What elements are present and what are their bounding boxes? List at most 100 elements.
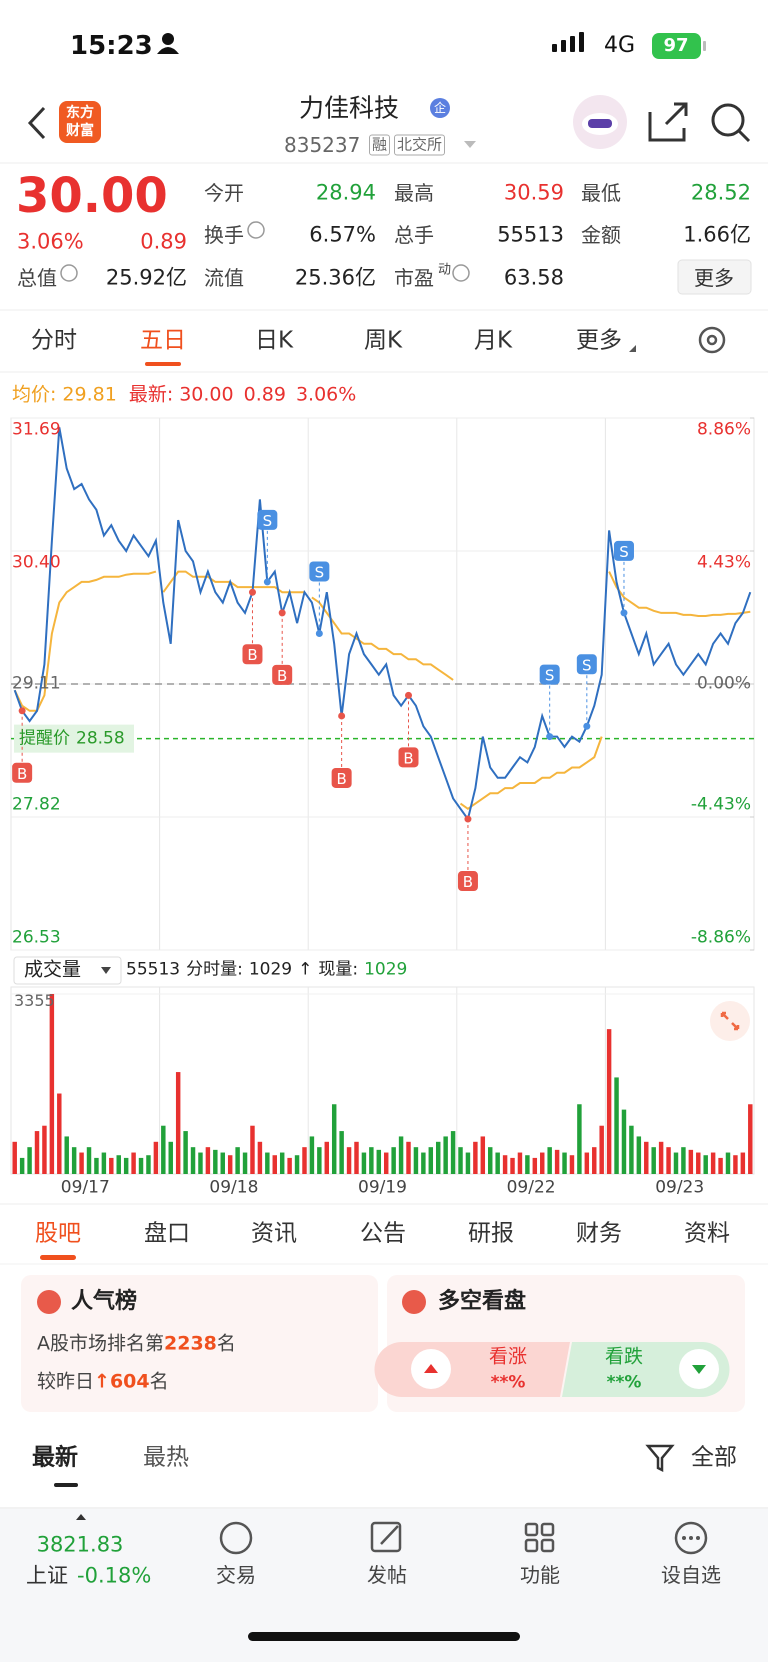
nav-item[interactable]: 功能: [520, 1563, 560, 1587]
section-tab[interactable]: 公告: [360, 1220, 406, 1247]
logo-text: 东方: [66, 105, 94, 121]
section-tab[interactable]: 资料: [684, 1220, 730, 1247]
feed-filter[interactable]: 全部: [691, 1444, 737, 1471]
volume-selector-label[interactable]: 成交量: [24, 958, 82, 981]
field-label: 流值: [204, 266, 244, 290]
volume-bar: [42, 1125, 47, 1174]
field-value: 6.57%: [309, 222, 376, 247]
section-underline: [40, 1255, 76, 1260]
volume-bar: [175, 1072, 181, 1174]
section-tab[interactable]: 财务: [576, 1220, 622, 1247]
field-label: 最低: [581, 181, 621, 205]
volume-bar: [577, 1104, 582, 1174]
trade-label: B: [336, 770, 346, 788]
period-tab[interactable]: 更多: [576, 327, 622, 354]
volume-bar: [673, 1152, 679, 1174]
field-value: 25.92亿: [105, 265, 187, 290]
trade-point: [278, 609, 286, 617]
trade-point: [464, 815, 472, 823]
volume-bar: [428, 1147, 434, 1174]
feed-tab[interactable]: 最新: [32, 1444, 78, 1471]
y2-tick-label: 4.43%: [696, 552, 751, 573]
info-icon[interactable]: [452, 264, 470, 282]
volume-bar: [733, 1155, 738, 1174]
volume-bar: [94, 1157, 99, 1174]
stock-badge: 企: [433, 101, 447, 115]
field-value: 25.36亿: [294, 265, 376, 290]
search-icon[interactable]: [711, 103, 745, 137]
stock-code: 835237: [284, 133, 361, 157]
rank-value: 2238: [164, 1332, 217, 1355]
volume-bar: [287, 1157, 292, 1174]
more-button[interactable]: [677, 259, 752, 295]
nav-item[interactable]: 发帖: [367, 1563, 407, 1587]
bull-label[interactable]: 看涨: [488, 1345, 528, 1368]
expand-icon[interactable]: [710, 1001, 750, 1041]
volume-bar: [161, 1125, 166, 1174]
nav-item[interactable]: 设自选: [661, 1563, 721, 1587]
volume-bar: [317, 1147, 322, 1174]
index-name[interactable]: 上证: [26, 1563, 68, 1588]
volume-bar: [554, 1149, 560, 1174]
delta-arrow: ↑: [94, 1370, 110, 1393]
status-time: 15:23: [70, 31, 153, 61]
volume-bar: [101, 1152, 107, 1174]
filter-icon[interactable]: [645, 1444, 675, 1473]
period-tab[interactable]: 日K: [254, 327, 294, 354]
trade-badge: [398, 747, 419, 768]
volume-bar: [294, 1155, 300, 1174]
y2-tick-label: -4.43%: [690, 794, 751, 815]
volume-bar: [235, 1147, 240, 1174]
volume-bar: [636, 1136, 642, 1174]
volume-bar: [391, 1147, 396, 1174]
volume-bar: [346, 1147, 352, 1174]
volume-bar: [562, 1152, 567, 1174]
volume-bar: [450, 1131, 456, 1174]
field-label: 总值: [17, 266, 57, 290]
volume-bar: [502, 1155, 508, 1174]
volume-bar: [324, 1141, 330, 1174]
settings-icon[interactable]: [698, 326, 726, 354]
info-icon[interactable]: [247, 221, 265, 239]
period-tab[interactable]: 月K: [473, 327, 513, 354]
trade-point: [620, 609, 628, 617]
period-tab[interactable]: 分时: [31, 327, 77, 354]
back-icon[interactable]: [27, 106, 46, 140]
trade-badge: [613, 540, 634, 561]
volume-bar: [279, 1152, 285, 1174]
volume-bar: [517, 1152, 523, 1174]
y-tick-label: 31.69: [12, 419, 61, 440]
bear-label[interactable]: 看跌: [604, 1345, 644, 1368]
volume-bar: [86, 1147, 92, 1174]
section-tab[interactable]: 研报: [468, 1220, 514, 1247]
info-icon[interactable]: [60, 264, 78, 282]
trade-label: S: [619, 543, 629, 561]
section-tab[interactable]: 资讯: [251, 1220, 297, 1247]
y2-tick-label: 0.00%: [696, 673, 751, 694]
volume-bar: [57, 1093, 62, 1174]
volume-bar: [666, 1147, 671, 1174]
more-button-label[interactable]: 更多: [694, 266, 734, 290]
trade-badge: [576, 654, 597, 675]
nav-item[interactable]: 交易: [216, 1563, 256, 1587]
logo-box: [59, 101, 101, 143]
volume-bar: [331, 1104, 337, 1174]
share-icon[interactable]: [648, 102, 688, 142]
popularity-card[interactable]: [21, 1275, 378, 1412]
volume-bar: [205, 1147, 211, 1174]
section-tab[interactable]: 股吧: [35, 1220, 81, 1247]
stock-tag: 融: [369, 134, 391, 156]
feed-tab[interactable]: 最热: [143, 1444, 189, 1471]
volume-bar: [339, 1131, 344, 1174]
period-tab[interactable]: 周K: [363, 327, 403, 354]
volume-total: 55513: [126, 959, 181, 980]
period-tab[interactable]: 五日: [140, 327, 186, 354]
trade-label: S: [263, 512, 273, 530]
section-tab[interactable]: 盘口: [144, 1220, 190, 1247]
field-value: 28.52: [690, 180, 751, 205]
last-label: 最新:: [128, 383, 174, 406]
stock-name: 力佳科技: [298, 93, 400, 123]
change: 0.89: [140, 229, 187, 254]
volume-selector[interactable]: [13, 956, 122, 985]
volume-legend: 55513 分时量: 1029 ↑ 现量: 1029: [126, 959, 407, 980]
